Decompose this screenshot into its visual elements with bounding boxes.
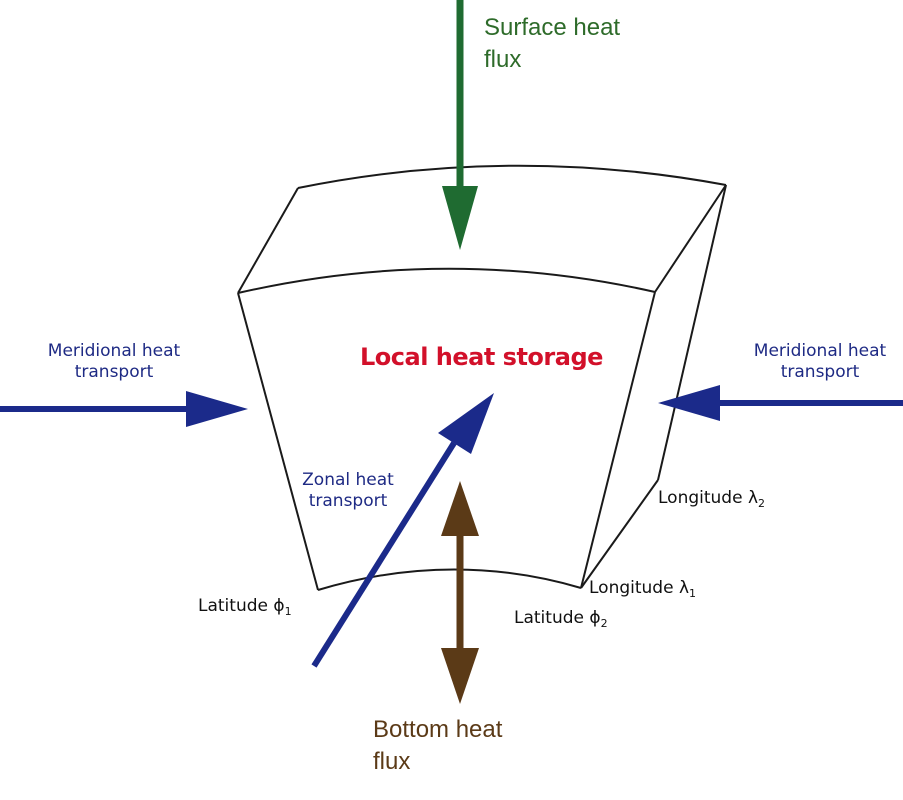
bottom-label-line1: Bottom heat bbox=[373, 716, 503, 743]
longitude-1-label: Longitude λ1 bbox=[589, 578, 696, 601]
latitude-2-text: Latitude bbox=[514, 608, 584, 628]
box-front-bottom-edge bbox=[317, 568, 582, 591]
longitude-1-symbol: λ bbox=[678, 578, 690, 598]
meridional-transport-right-arrow bbox=[658, 385, 903, 421]
meridional-right-line1: Meridional heat bbox=[753, 341, 887, 361]
latitude-2-symbol: ϕ bbox=[589, 608, 601, 628]
zonal-transport-label: Zonal heat transport bbox=[286, 470, 410, 513]
bottom-label-line2: flux bbox=[373, 748, 411, 776]
longitude-1-subscript: 1 bbox=[689, 587, 697, 600]
box-back-top-edge bbox=[297, 164, 727, 189]
meridional-left-label: Meridional heat transport bbox=[28, 341, 200, 384]
latitude-1-subscript: 1 bbox=[284, 605, 292, 618]
longitude-2-subscript: 2 bbox=[758, 497, 766, 510]
latitude-2-subscript: 2 bbox=[600, 617, 608, 630]
meridional-transport-left-arrow bbox=[0, 391, 248, 427]
latitude-1-label: Latitude ϕ1 bbox=[198, 596, 292, 619]
box-bottom-right-edge bbox=[580, 479, 659, 589]
surface-heat-flux-label: Surface heat flux bbox=[484, 12, 620, 77]
box-back-right-edge bbox=[657, 184, 727, 481]
latitude-1-text: Latitude bbox=[198, 596, 268, 616]
box-top-left-edge bbox=[237, 187, 299, 294]
ocean-volume-box bbox=[237, 164, 727, 591]
box-front-right-edge bbox=[580, 291, 656, 589]
meridional-left-line2: transport bbox=[74, 362, 154, 383]
surface-label-line2: flux bbox=[484, 46, 522, 74]
meridional-right-line2: transport bbox=[780, 362, 860, 383]
box-top-right-edge bbox=[654, 184, 727, 293]
surface-label-line1: Surface heat bbox=[484, 14, 621, 41]
latitude-2-label: Latitude ϕ2 bbox=[514, 608, 608, 631]
local-heat-storage-label: Local heat storage bbox=[360, 343, 603, 371]
meridional-right-label: Meridional heat transport bbox=[734, 341, 903, 384]
surface-heat-flux-arrow bbox=[442, 0, 478, 250]
longitude-2-label: Longitude λ2 bbox=[658, 488, 765, 511]
latitude-1-symbol: ϕ bbox=[273, 596, 285, 616]
zonal-line1: Zonal heat bbox=[302, 470, 394, 490]
bottom-heat-flux-arrow bbox=[441, 481, 479, 704]
zonal-transport-arrow bbox=[311, 393, 494, 668]
bottom-heat-flux-label: Bottom heat flux bbox=[373, 714, 502, 779]
longitude-2-text: Longitude bbox=[658, 488, 743, 508]
box-front-top-edge bbox=[237, 267, 656, 294]
longitude-1-text: Longitude bbox=[589, 578, 674, 598]
longitude-2-symbol: λ bbox=[747, 488, 759, 508]
zonal-line2: transport bbox=[308, 491, 388, 512]
box-front-left-edge bbox=[237, 292, 319, 591]
meridional-left-line1: Meridional heat bbox=[47, 341, 181, 361]
